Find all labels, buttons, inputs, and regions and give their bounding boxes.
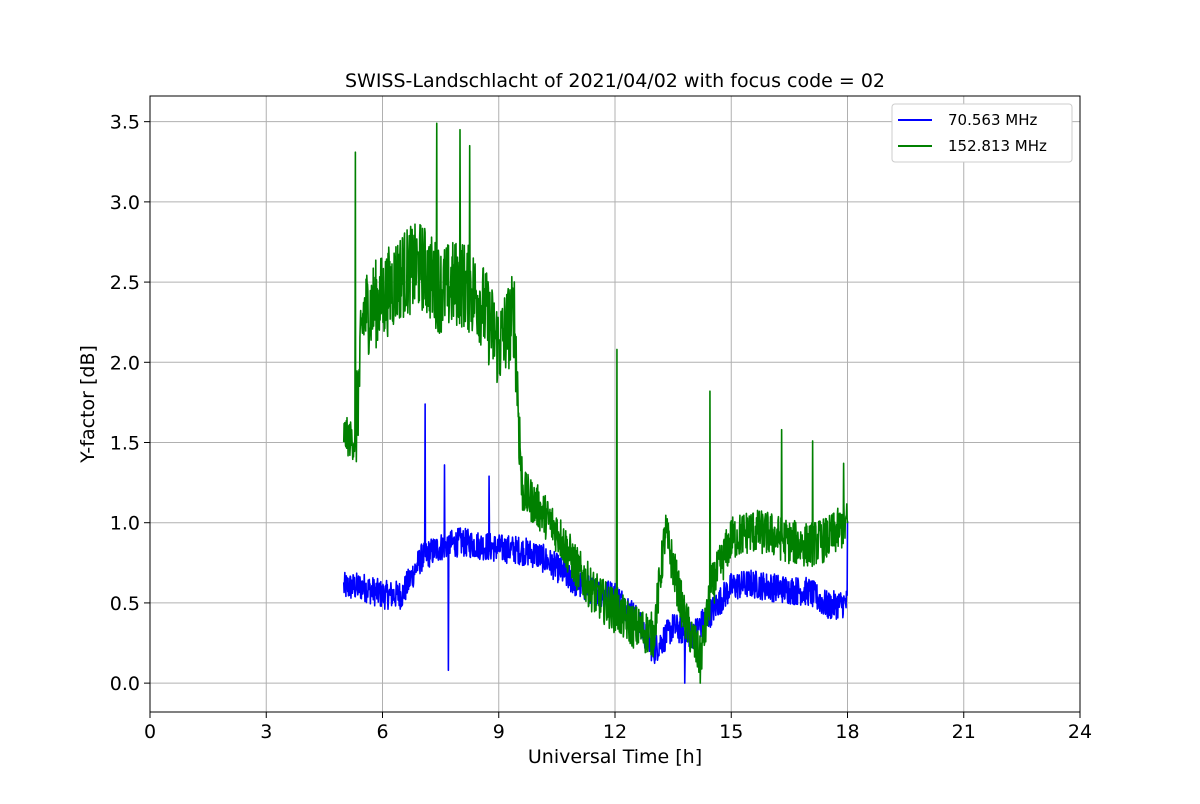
series-line-152-mhz bbox=[342, 122, 849, 684]
y-tick-label: 3.0 bbox=[110, 192, 140, 214]
y-tick-label: 0.0 bbox=[110, 673, 140, 695]
legend-label-70-mhz: 70.563 MHz bbox=[948, 111, 1037, 129]
chart-title: SWISS-Landschlacht of 2021/04/02 with fo… bbox=[345, 70, 885, 92]
y-axis-label: Y-factor [dB] bbox=[77, 345, 99, 464]
y-tick-label: 1.0 bbox=[110, 513, 140, 535]
y-tick-label: 1.5 bbox=[110, 433, 140, 455]
x-axis-label: Universal Time [h] bbox=[528, 746, 702, 768]
x-tick-label: 15 bbox=[719, 721, 743, 743]
legend: 70.563 MHz 152.813 MHz bbox=[891, 103, 1073, 163]
y-tick-label: 2.0 bbox=[110, 352, 140, 374]
x-tick-label: 12 bbox=[603, 721, 627, 743]
y-axis-ticks: 0.0 0.5 1.0 1.5 2.0 2.5 3.0 3.5 bbox=[110, 112, 150, 695]
y-tick-label: 3.5 bbox=[110, 112, 140, 134]
x-tick-label: 6 bbox=[376, 721, 388, 743]
legend-box bbox=[891, 103, 1073, 163]
x-tick-label: 24 bbox=[1068, 721, 1092, 743]
legend-label-152-mhz: 152.813 MHz bbox=[948, 137, 1047, 155]
x-tick-label: 9 bbox=[493, 721, 505, 743]
y-tick-label: 2.5 bbox=[110, 272, 140, 294]
x-axis-ticks: 0 3 6 9 12 15 18 21 24 bbox=[144, 712, 1092, 743]
plot-series-group bbox=[342, 122, 849, 684]
x-tick-label: 3 bbox=[260, 721, 272, 743]
x-tick-label: 21 bbox=[952, 721, 976, 743]
x-tick-label: 0 bbox=[144, 721, 156, 743]
y-tick-label: 0.5 bbox=[110, 593, 140, 615]
x-tick-label: 18 bbox=[835, 721, 859, 743]
